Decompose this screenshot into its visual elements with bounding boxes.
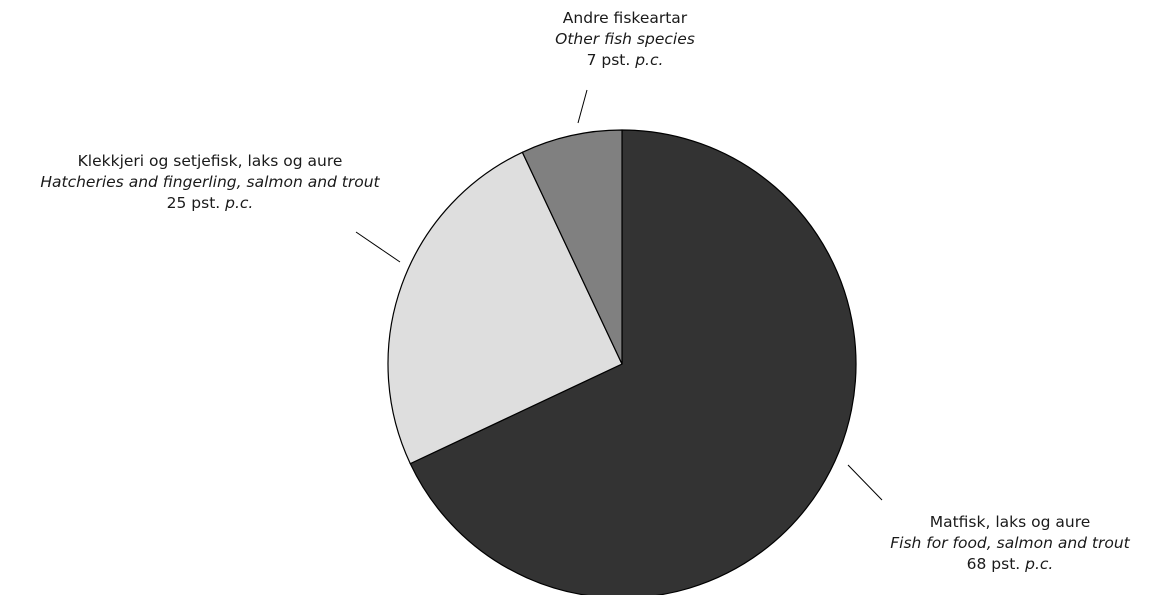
slice-label-matfisk: Matfisk, laks og aure Fish for food, sal…	[856, 512, 1164, 575]
slice-label-matfisk-no: Matfisk, laks og aure	[929, 513, 1091, 531]
pie-slices	[387, 129, 857, 595]
slice-label-klekk-no: Klekkjeri og setjefisk, laks og aure	[77, 152, 343, 170]
leader-line-klekk	[355, 231, 401, 263]
pie-slice-andre	[521, 129, 623, 365]
slice-label-klekk-en: Hatcheries and fingerling, salmon and tr…	[40, 173, 380, 191]
slice-value-andre: 7 pst. p.c.	[586, 51, 664, 69]
slice-label-andre: Andre fiskeartar Other fish species 7 ps…	[500, 8, 750, 71]
leader-line-matfisk	[847, 464, 883, 501]
slice-label-andre-en: Other fish species	[555, 30, 695, 48]
slice-value-klekk: 25 pst. p.c.	[166, 194, 254, 212]
leader-line-andre	[577, 89, 588, 124]
slice-value-matfisk: 68 pst. p.c.	[966, 555, 1054, 573]
leader-lines	[355, 89, 883, 501]
pie-slice-matfisk	[409, 129, 857, 595]
pie-slice-klekk	[387, 151, 623, 465]
slice-label-andre-no: Andre fiskeartar	[562, 9, 688, 27]
slice-label-klekk: Klekkjeri og setjefisk, laks og aure Hat…	[0, 151, 420, 214]
slice-label-matfisk-en: Fish for food, salmon and trout	[890, 534, 1130, 552]
